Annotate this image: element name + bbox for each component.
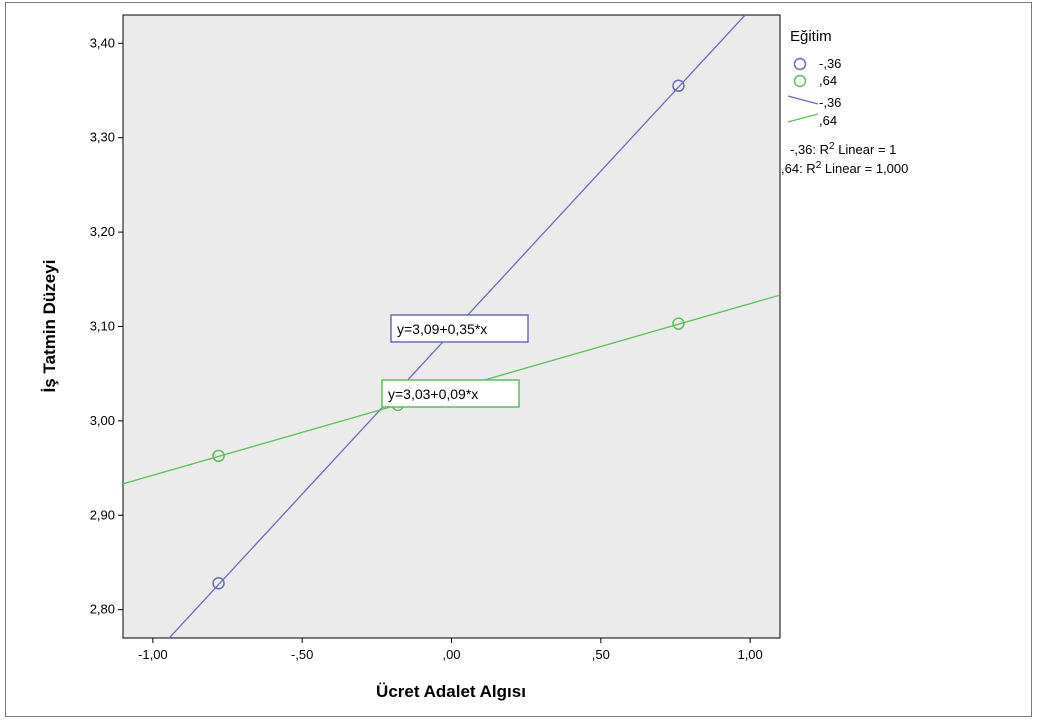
x-tick-label: ,00 [442,647,460,662]
equation-box-series-1 [390,314,529,343]
y-tick-label: 3,00 [90,413,115,428]
data-point-series-1 [672,79,685,93]
x-axis-title: Ücret Adalet Algısı [376,682,526,701]
legend-marker-label-series-2: ,64 [819,73,837,88]
x-tick-label: 1,00 [737,647,762,662]
legend-line-label-series-1: -,36 [819,95,841,110]
legend-marker-label-series-1: -,36 [819,56,841,71]
legend-r2-prefix-series-1: -,36: R [790,142,829,157]
x-axis: -1,00 -,50 ,00 ,50 1,00 [138,638,763,662]
equation-series-1: y=3,09+0,35*x [397,321,487,337]
equation-label-series-1: y=3,09+0,35*x [390,314,529,343]
legend-marker-series-1 [793,57,807,71]
legend-line-series-2 [787,113,819,123]
legend-marker-series-2 [793,74,807,88]
legend-r2-series-1: -,36: R2 Linear = 1 [790,141,896,158]
data-point-series-2 [212,449,225,463]
legend: Eğitim -,36 ,64 -,36 ,64 -,36: R2 Linear… [781,28,908,176]
legend-line-series-1 [787,95,819,105]
legend-r2-suffix-series-1: Linear = 1 [835,142,897,157]
y-axis: 2,80 2,90 3,00 3,10 3,20 3,30 3,40 [90,35,123,617]
y-tick-label: 3,20 [90,224,115,239]
equation-box-series-2 [381,379,520,408]
data-point-series-1 [212,577,225,590]
legend-r2-prefix-series-2: ,64: R [781,161,816,176]
legend-r2-sup-series-1: 2 [829,141,835,152]
legend-r2-sup-series-2: 2 [816,160,822,171]
y-tick-label: 2,80 [90,602,115,617]
legend-r2-suffix-series-2: Linear = 1,000 [821,161,908,176]
y-axis-title: İş Tatmin Düzeyi [40,260,59,393]
y-tick-label: 3,30 [90,130,115,145]
legend-r2-series-2: ,64: R2 Linear = 1,000 [781,160,908,177]
data-point-series-2 [672,317,685,330]
equation-series-2: y=3,03+0,09*x [388,386,478,402]
legend-title: Eğitim [790,28,832,45]
y-tick-label: 3,40 [90,35,115,50]
x-tick-label: -1,00 [138,647,168,662]
equation-label-series-2: y=3,03+0,09*x [381,379,520,408]
x-tick-label: ,50 [592,647,610,662]
legend-line-label-series-2: ,64 [819,113,837,128]
x-tick-label: -,50 [291,647,313,662]
y-tick-label: 3,10 [90,319,115,334]
y-tick-label: 2,90 [90,507,115,522]
